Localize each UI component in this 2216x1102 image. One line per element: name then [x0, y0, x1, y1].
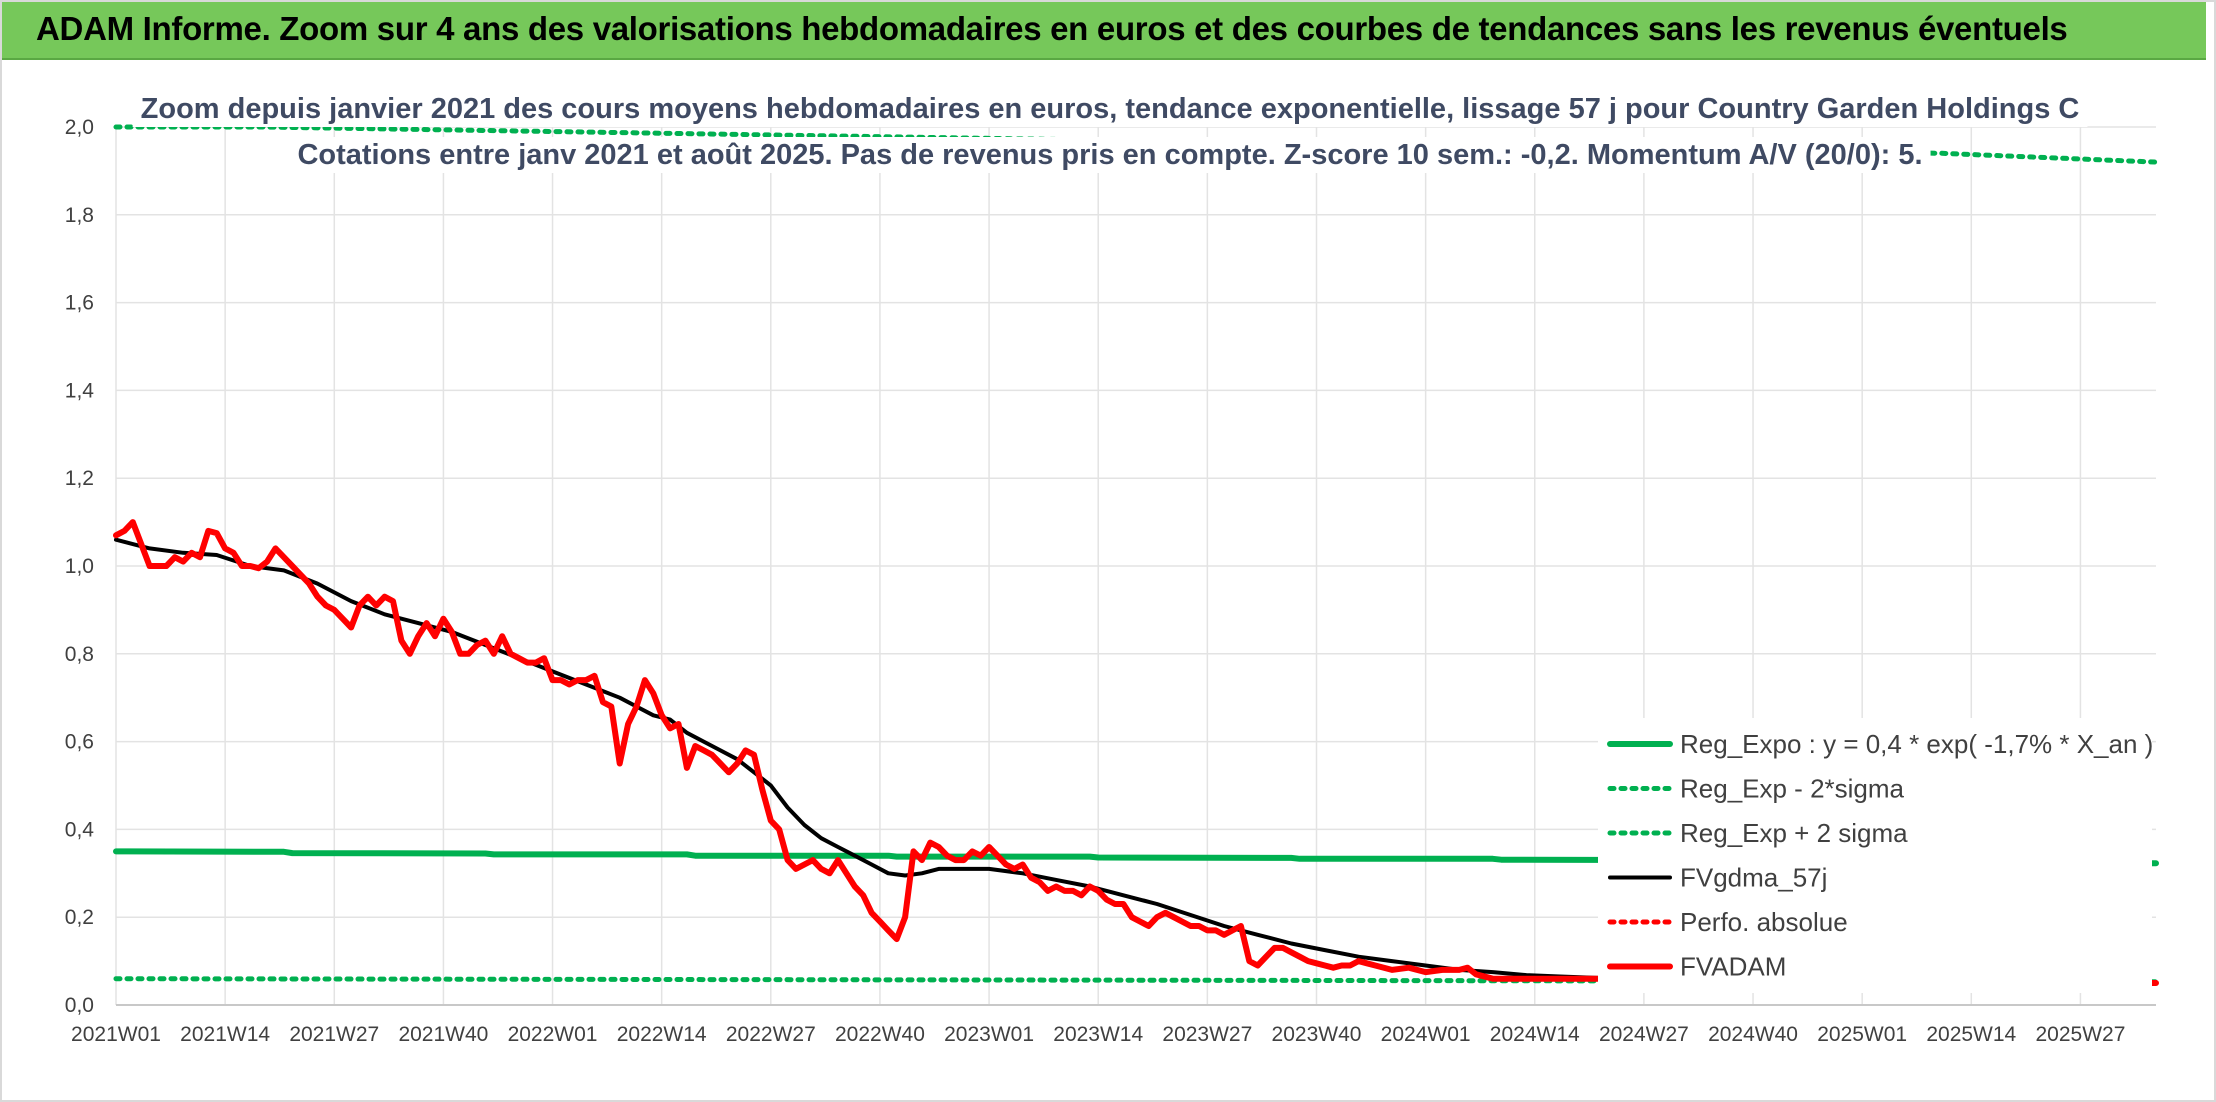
x-tick-label: 2023W01	[944, 1023, 1034, 1046]
banner-title: ADAM Informe. Zoom sur 4 ans des valoris…	[36, 10, 2068, 47]
x-tick-label: 2022W27	[726, 1023, 816, 1046]
header-banner: ADAM Informe. Zoom sur 4 ans des valoris…	[2, 2, 2206, 60]
x-tick-label: 2022W14	[617, 1023, 707, 1046]
x-tick-label: 2024W14	[1490, 1023, 1580, 1046]
x-tick-label: 2023W14	[1053, 1023, 1143, 1046]
legend-label: Reg_Expo : y = 0,4 * exp( -1,7% * X_an )	[1680, 729, 2153, 759]
x-tick-label: 2025W01	[1817, 1023, 1907, 1046]
series-line-3	[114, 537, 2158, 985]
y-tick-label: 0,6	[65, 731, 94, 754]
title-background	[132, 91, 2088, 127]
y-tick-label: 0,2	[65, 906, 94, 929]
y-tick-label: 2,0	[65, 116, 94, 139]
y-tick-label: 1,0	[65, 555, 94, 578]
title-background	[289, 137, 1931, 173]
x-tick-label: 2024W40	[1708, 1023, 1798, 1046]
legend-label: Reg_Exp - 2*sigma	[1680, 774, 1905, 804]
x-tick-label: 2022W01	[508, 1023, 598, 1046]
x-tick-label: 2025W14	[1926, 1023, 2016, 1046]
y-tick-label: 0,8	[65, 643, 94, 666]
y-tick-label: 0,0	[65, 994, 94, 1017]
x-tick-label: 2021W14	[180, 1023, 270, 1046]
x-tick-label: 2021W01	[71, 1023, 161, 1046]
legend-label: FVADAM	[1680, 952, 1786, 982]
x-tick-label: 2021W27	[289, 1023, 379, 1046]
chart-title-line: Cotations entre janv 2021 et août 2025. …	[297, 139, 1922, 171]
y-tick-label: 0,4	[65, 818, 95, 841]
axes: 0,0 0,2 0,4 0,6 0,8 1,0 1,2 1,4 1,6 1,8 2,0 2021W01…	[65, 116, 2156, 1046]
legend-background	[1598, 718, 2152, 993]
y-tick-label: 1,4	[65, 379, 95, 402]
y-tick-label: 1,8	[65, 204, 94, 227]
legend-label: Reg_Exp + 2 sigma	[1680, 818, 1908, 848]
legend: Reg_Expo : y = 0,4 * exp( -1,7% * X_an )…	[1598, 718, 2153, 993]
x-tick-label: 2023W40	[1272, 1023, 1362, 1046]
y-tick-label: 1,6	[65, 292, 94, 315]
x-tick-label: 2024W01	[1381, 1023, 1471, 1046]
chart-title: Zoom depuis janvier 2021 des cours moyen…	[132, 91, 2088, 173]
legend-label: Perfo. absolue	[1680, 907, 1848, 937]
y-tick-label: 1,2	[65, 467, 94, 490]
x-tick-label: 2024W27	[1599, 1023, 1689, 1046]
chart-title-line: Zoom depuis janvier 2021 des cours moyen…	[141, 93, 2080, 125]
x-tick-label: 2021W40	[398, 1023, 488, 1046]
legend-label: FVgdma_57j	[1680, 863, 1827, 893]
series-line-5	[113, 519, 2159, 991]
x-tick-label: 2025W27	[2035, 1023, 2125, 1046]
x-tick-label: 2022W40	[835, 1023, 925, 1046]
x-tick-label: 2023W27	[1162, 1023, 1252, 1046]
